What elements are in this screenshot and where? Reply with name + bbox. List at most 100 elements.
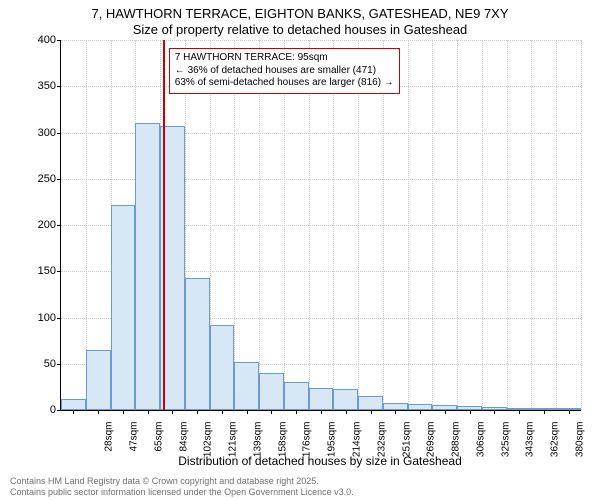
gridline-v [507,40,508,410]
ytick-mark [57,40,61,41]
gridline-h [61,40,581,41]
xtick-mark [470,410,471,414]
xtick-label: 28sqm [104,422,115,462]
xtick-label: 343sqm [525,422,536,462]
xtick-mark [395,410,396,414]
histogram-bar [185,278,210,410]
ytick-label: 150 [16,265,56,277]
xtick-mark [371,410,372,414]
ytick-label: 400 [16,34,56,46]
annotation-box: 7 HAWTHORN TERRACE: 95sqm← 36% of detach… [169,48,400,94]
histogram-bar [309,388,334,410]
gridline-v [234,40,235,410]
xtick-mark [98,410,99,414]
gridline-v [556,40,557,410]
title-line-1: 7, HAWTHORN TERRACE, EIGHTON BANKS, GATE… [0,6,600,21]
ytick-label: 50 [16,358,56,370]
xtick-mark [172,410,173,414]
reference-line [163,40,165,410]
ytick-label: 0 [16,404,56,416]
ytick-label: 200 [16,219,56,231]
xtick-mark [123,410,124,414]
histogram-bar [86,350,111,410]
xtick-mark [519,410,520,414]
ytick-label: 300 [16,127,56,139]
annotation-line-3: 63% of semi-detached houses are larger (… [175,77,394,90]
xtick-label: 139sqm [252,422,263,462]
xtick-label: 214sqm [352,422,363,462]
ytick-mark [57,410,61,411]
xtick-mark [346,410,347,414]
footer-line-1: Contains HM Land Registry data © Crown c… [10,476,354,487]
footer-line-2: Contains public sector information licen… [10,487,354,498]
xtick-label: 232sqm [376,422,387,462]
xtick-label: 288sqm [451,422,462,462]
xtick-mark [321,410,322,414]
ytick-mark [57,318,61,319]
xtick-label: 380sqm [574,422,585,462]
xtick-label: 362sqm [550,422,561,462]
gridline-v [309,40,310,410]
xtick-mark [445,410,446,414]
xtick-label: 121sqm [228,422,239,462]
xtick-mark [148,410,149,414]
histogram-bar [210,325,235,410]
gridline-v [383,40,384,410]
ytick-mark [57,133,61,134]
xtick-label: 102sqm [203,422,214,462]
ytick-label: 350 [16,80,56,92]
gridline-v [432,40,433,410]
gridline-v [358,40,359,410]
plot-area: 7 HAWTHORN TERRACE: 95sqm← 36% of detach… [60,40,581,411]
xtick-label: 47sqm [129,422,140,462]
xtick-mark [222,410,223,414]
gridline-v [457,40,458,410]
xtick-label: 251sqm [401,422,412,462]
footer-text: Contains HM Land Registry data © Crown c… [10,476,354,498]
ytick-label: 250 [16,173,56,185]
xtick-label: 306sqm [475,422,486,462]
histogram-bar [259,373,284,410]
xtick-label: 65sqm [153,422,164,462]
xtick-mark [296,410,297,414]
title-line-2: Size of property relative to detached ho… [0,22,600,37]
chart-container: 7, HAWTHORN TERRACE, EIGHTON BANKS, GATE… [0,0,600,500]
gridline-v [284,40,285,410]
histogram-bar [61,399,86,410]
xtick-label: 269sqm [426,422,437,462]
xtick-mark [420,410,421,414]
gridline-v [333,40,334,410]
ytick-label: 100 [16,312,56,324]
gridline-v [259,40,260,410]
ytick-mark [57,225,61,226]
ytick-mark [57,271,61,272]
xtick-label: 176sqm [302,422,313,462]
xtick-label: 325sqm [500,422,511,462]
xtick-mark [494,410,495,414]
xtick-label: 84sqm [178,422,189,462]
histogram-bar [383,403,408,410]
xtick-mark [247,410,248,414]
annotation-line-1: 7 HAWTHORN TERRACE: 95sqm [175,52,394,65]
xtick-mark [271,410,272,414]
ytick-mark [57,179,61,180]
gridline-v [581,40,582,410]
histogram-bar [111,205,136,410]
gridline-v [408,40,409,410]
xtick-mark [569,410,570,414]
xtick-label: 158sqm [277,422,288,462]
histogram-bar [135,123,160,410]
histogram-bar [234,362,259,410]
histogram-bar [333,389,358,410]
xtick-label: 195sqm [327,422,338,462]
gridline-v [482,40,483,410]
xtick-mark [73,410,74,414]
histogram-bar [284,382,309,410]
histogram-bar [358,396,383,410]
annotation-line-2: ← 36% of detached houses are smaller (47… [175,65,394,78]
gridline-v [531,40,532,410]
xtick-mark [544,410,545,414]
ytick-mark [57,364,61,365]
ytick-mark [57,86,61,87]
xtick-mark [197,410,198,414]
